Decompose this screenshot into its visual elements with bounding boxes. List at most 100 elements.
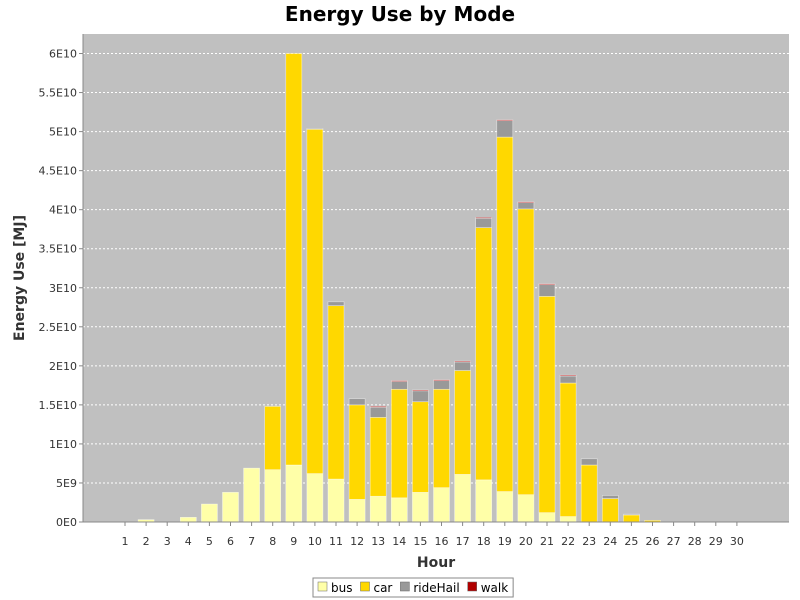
bar-segment-bus (559, 516, 577, 523)
y-tick-label: 5E10 (49, 126, 77, 139)
bar-segment-rideHail (559, 375, 577, 384)
bar-segment-walk (475, 217, 493, 219)
x-tick-label: 24 (603, 535, 617, 548)
y-tick-label: 5E9 (56, 477, 77, 490)
x-tick-label: 26 (646, 535, 660, 548)
y-tick-label: 1E10 (49, 438, 77, 451)
y-tick-label: 1.5E10 (39, 399, 77, 412)
bar-segment-rideHail (327, 301, 345, 307)
legend-swatch-rideHail (400, 581, 410, 592)
x-tick-label: 6 (227, 535, 234, 548)
x-tick-label: 3 (164, 535, 171, 548)
bar-segment-rideHail (475, 217, 493, 228)
bar-segment-rideHail (601, 495, 619, 499)
y-tick-label: 3.5E10 (39, 243, 77, 256)
x-tick-label: 7 (248, 535, 255, 548)
x-tick-label: 30 (730, 535, 744, 548)
bar-segment-bus (180, 517, 197, 523)
bar-segment-car (623, 514, 640, 523)
bars (137, 53, 661, 523)
bar-segment-car (412, 401, 429, 493)
bar-segment-car (390, 388, 408, 499)
bar-segment-bus (243, 467, 260, 523)
bar-segment-bus (538, 512, 556, 523)
bar-segment-rideHail (454, 361, 471, 371)
y-tick-label: 3E10 (49, 282, 77, 295)
x-tick-label: 8 (269, 535, 276, 548)
bar-segment-car (601, 498, 619, 523)
bar-segment-bus (433, 487, 450, 523)
legend-swatch-bus (317, 581, 328, 592)
bar-segment-car (348, 404, 366, 500)
y-tick-label: 5.5E10 (39, 87, 77, 100)
x-axis: 1 2 3 4 5 6 7 8 9 10 11 12 13 14 15 16 17 18 19 20 21 22 23 24 2… (83, 521, 789, 548)
y-tick-label: 2.5E10 (39, 321, 77, 334)
x-tick-label: 16 (435, 535, 449, 548)
bar-segment-rideHail (306, 128, 324, 130)
x-tick-label: 13 (371, 535, 385, 548)
bar-segment-bus (327, 478, 345, 523)
x-tick-label: 11 (329, 535, 343, 548)
bar-segment-bus (306, 473, 324, 523)
bar-segment-rideHail (538, 284, 556, 297)
y-axis: 0E0 5E9 1E10 1.5E10 2E10 2.5E10 3E10 3.5E10 4E10… (39, 34, 84, 529)
x-tick-label: 1 (122, 535, 129, 548)
bar-segment-car (580, 464, 598, 523)
bar-segment-walk (559, 374, 577, 377)
bar-segment-rideHail (348, 398, 366, 406)
bar-segment-car (538, 296, 556, 513)
bar-segment-bus (496, 491, 514, 523)
x-tick-label: 2 (143, 535, 150, 548)
legend-swatch-walk (467, 581, 477, 592)
bar-segment-bus (454, 474, 471, 523)
x-tick-label: 5 (206, 535, 213, 548)
bar-segment-bus (369, 495, 387, 523)
x-tick-label: 21 (540, 535, 554, 548)
legend-label-walk: walk (481, 581, 509, 595)
bar-segment-walk (369, 406, 387, 408)
bar-segment-rideHail (390, 381, 408, 390)
x-tick-label: 17 (456, 535, 470, 548)
bar-segment-bus (285, 464, 303, 523)
x-tick-label: 12 (350, 535, 364, 548)
bar-segment-rideHail (412, 390, 429, 403)
legend: bus car rideHail walk (312, 577, 514, 598)
x-tick-label: 4 (185, 535, 192, 548)
bar-segment-car (264, 406, 282, 470)
y-tick-label: 4.5E10 (39, 165, 77, 178)
bar-segment-car (327, 305, 345, 480)
bar-segment-walk (390, 380, 408, 382)
bar-segment-walk (454, 360, 471, 363)
x-tick-label: 15 (413, 535, 427, 548)
bar-segment-car (559, 382, 577, 517)
bar-segment-car (475, 227, 493, 481)
bar-segment-bus (201, 503, 218, 523)
bar-segment-walk (433, 379, 450, 381)
bar-segment-car (369, 417, 387, 497)
x-tick-label: 19 (498, 535, 512, 548)
bar-segment-walk (538, 283, 556, 285)
bar-segment-car (306, 128, 324, 474)
bar-segment-car (433, 388, 450, 488)
x-tick-label: 9 (290, 535, 297, 548)
bar-segment-car (285, 53, 303, 466)
bar-segment-bus (222, 492, 239, 523)
bar-segment-rideHail (623, 513, 640, 516)
bar-segment-walk (496, 119, 514, 121)
x-tick-label: 10 (308, 535, 322, 548)
bar-segment-bus (390, 497, 408, 523)
bar-segment-car (454, 370, 471, 475)
x-tick-label: 28 (688, 535, 702, 548)
y-tick-label: 6E10 (49, 48, 77, 61)
bar-segment-car (496, 136, 514, 492)
x-tick-label: 25 (624, 535, 638, 548)
chart-title: Energy Use by Mode (285, 2, 515, 26)
legend-label-rideHail: rideHail (413, 581, 459, 595)
x-tick-label: 23 (582, 535, 596, 548)
bar-segment-bus (264, 469, 282, 523)
bar-segment-rideHail (369, 406, 387, 418)
x-tick-label: 18 (477, 535, 491, 548)
bar-segment-bus (412, 492, 429, 523)
